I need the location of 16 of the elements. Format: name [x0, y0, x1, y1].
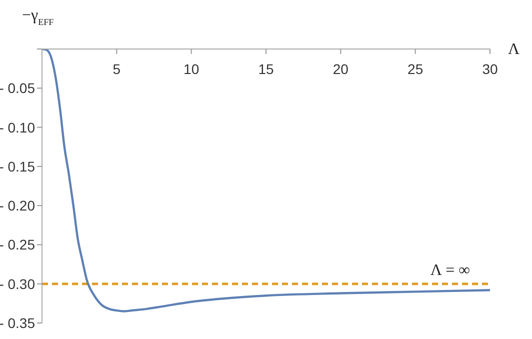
x-tick-label: 30 — [482, 61, 498, 77]
y-tick-label: - 0.10 — [0, 119, 36, 136]
y-axis-title: −γ$_{EFF}$ — [22, 7, 54, 27]
x-axis-title: Λ — [508, 41, 520, 58]
ref-line-label: Λ = ∞ — [430, 262, 470, 279]
y-tick-label: - 0.35 — [0, 314, 36, 331]
y-tick-label: - 0.05 — [0, 80, 36, 96]
y-tick-label: - 0.20 — [0, 198, 36, 214]
x-tick-label: 20 — [332, 61, 349, 77]
y-tick-label: - 0.30 — [0, 276, 36, 292]
x-tick-label: 25 — [408, 61, 424, 77]
x-tick-label: 10 — [184, 61, 200, 77]
y-tick-label: - 0.25 — [0, 236, 36, 253]
y-tick-label: - 0.15 — [0, 158, 36, 174]
x-tick-label: 5 — [112, 61, 121, 77]
x-tick-label: 15 — [258, 61, 274, 77]
